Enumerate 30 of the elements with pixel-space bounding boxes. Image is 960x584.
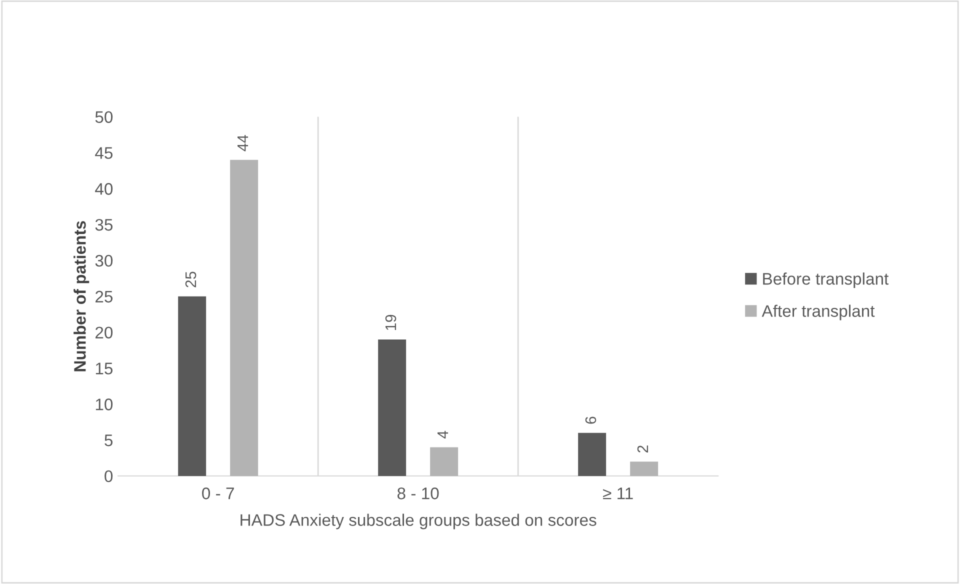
bar — [378, 339, 406, 476]
y-tick-label: 20 — [96, 326, 113, 338]
legend-label: Before transplant — [763, 272, 889, 288]
y-tick-label: 0 — [104, 470, 113, 482]
legend-label: After transplant — [762, 304, 875, 320]
data-label: 4 — [438, 430, 448, 439]
data-label: 19 — [385, 314, 396, 330]
y-tick-label: 45 — [95, 147, 113, 159]
x-tick-label: 8 - 10 — [397, 488, 439, 500]
data-label: 2 — [637, 446, 648, 452]
y-tick-label: 35 — [95, 218, 113, 231]
bar — [430, 447, 458, 476]
y-tick-label: 15 — [96, 362, 113, 374]
bar — [630, 462, 658, 476]
data-label: 6 — [585, 416, 596, 424]
y-axis-title: Number of patients — [74, 221, 90, 372]
y-tick-label: 40 — [95, 183, 113, 195]
y-tick-label: 10 — [96, 398, 113, 410]
x-tick-label: ≥ 11 — [603, 488, 633, 500]
x-axis-title: HADS Anxiety subscale groups based on scores — [240, 514, 596, 530]
bar — [230, 160, 258, 476]
data-label: 25 — [185, 272, 196, 288]
data-label: 44 — [238, 135, 248, 152]
y-tick-label: 5 — [104, 434, 113, 446]
bar — [578, 432, 606, 476]
y-tick-label: 30 — [95, 254, 113, 267]
y-tick-label: 50 — [95, 111, 113, 124]
x-tick-label: 0 - 7 — [202, 488, 234, 500]
y-tick-label: 25 — [96, 290, 113, 303]
bar — [178, 296, 206, 476]
